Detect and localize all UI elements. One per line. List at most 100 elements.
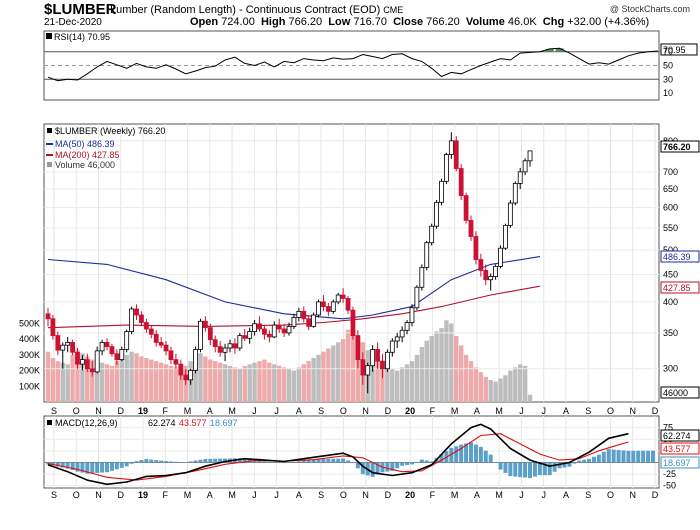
macd-histogram-bar: [409, 462, 414, 465]
macd-histogram-bar: [419, 459, 424, 463]
macd-histogram-bar: [208, 458, 213, 463]
macd-histogram-bar: [503, 462, 508, 473]
ma200-value-label-box: [660, 281, 700, 294]
ma200-value-label: 427.85: [663, 283, 691, 293]
candle-down: [266, 333, 272, 338]
volume-bar: [222, 364, 228, 402]
volume-bar: [45, 351, 51, 402]
volume-bar: [139, 356, 144, 402]
macd-histogram-bar: [331, 458, 336, 463]
volume-bar: [193, 354, 198, 402]
candle-down: [325, 306, 331, 312]
volume-bar: [419, 347, 425, 402]
macd-histogram-bar: [400, 462, 405, 466]
price-legend-swatch: [47, 128, 52, 133]
volume-bar: [473, 367, 479, 402]
volume-bar: [291, 370, 297, 402]
macd-x-label: J: [252, 490, 257, 500]
candle-down: [143, 322, 149, 330]
volume-bar: [149, 359, 154, 402]
macd-histogram-bar: [582, 459, 587, 463]
volume-bar: [276, 365, 282, 402]
price-x-label: D: [118, 406, 125, 416]
candle-down: [458, 168, 464, 196]
volume-bar: [242, 365, 247, 402]
candle-down: [84, 359, 90, 370]
macd-histogram-bar: [532, 462, 537, 477]
macd-histogram-bar: [55, 462, 60, 467]
candle-up: [517, 171, 523, 184]
rsi-y-tick: 30: [663, 74, 673, 84]
macd-x-label: A: [207, 490, 213, 500]
candle-down: [202, 320, 208, 329]
macd-histogram-bar: [621, 450, 626, 463]
macd-x-label: N: [629, 490, 636, 500]
price-x-label: F: [163, 406, 169, 416]
macd-histogram-bar: [60, 462, 65, 468]
macd-histogram-bar: [252, 460, 257, 463]
macd-histogram-bar: [193, 460, 198, 463]
candle-up: [444, 154, 449, 182]
macd-y-tick: 75: [663, 423, 673, 433]
volume-bar: [527, 394, 533, 402]
volume-bar: [399, 367, 405, 402]
volume-bar: [409, 361, 415, 402]
hist-value-label-box: [660, 456, 700, 469]
candle-down: [301, 310, 307, 320]
candle-up: [370, 349, 376, 367]
candle-down: [89, 368, 95, 373]
macd-x-label: M: [184, 490, 192, 500]
ma50-value-label: 486.39: [663, 252, 691, 262]
macd-histogram-bar: [100, 462, 105, 473]
chg-value: +32.00 (+4.36%): [567, 16, 650, 28]
candle-up: [365, 365, 371, 376]
volume-bar: [237, 369, 243, 402]
chart-symbol: $LUMBER: [44, 1, 117, 18]
price-x-label: S: [585, 406, 591, 416]
price-x-label: O: [340, 406, 347, 416]
volume-bar: [439, 328, 444, 402]
macd-histogram-bar: [528, 462, 533, 479]
macd-histogram-bar: [542, 462, 547, 476]
macd-histogram-bar: [641, 450, 646, 463]
macd-histogram-bar: [173, 461, 178, 463]
macd-histogram-bar: [390, 462, 395, 471]
hist-value-label: 18.697: [663, 458, 691, 468]
price-x-label: 20: [405, 406, 415, 416]
volume-bar: [449, 323, 454, 402]
macd-histogram-bar: [454, 446, 459, 463]
candle-up: [389, 340, 395, 353]
candle-up: [488, 276, 494, 281]
price-x-label: 19: [138, 406, 148, 416]
price-y-tick: 650: [663, 184, 678, 194]
macd-histogram-bar: [119, 462, 124, 468]
price-y-tick: 700: [663, 167, 678, 177]
volume-bar: [129, 351, 134, 402]
volume-y-tick: 400K: [19, 334, 40, 344]
macd-histogram-bar: [124, 462, 129, 467]
candle-up: [507, 202, 513, 226]
volume-bar: [488, 380, 493, 402]
macd-histogram-bar: [606, 449, 611, 463]
macd-histogram-bar: [547, 462, 552, 476]
macd-x-label: N: [362, 490, 369, 500]
signal-value-label-box: [660, 442, 700, 455]
macd-histogram-bar: [587, 458, 592, 463]
volume-bar: [134, 353, 139, 402]
macd-histogram-bar: [296, 461, 301, 463]
candle-down: [242, 335, 248, 339]
candle-up: [404, 322, 410, 331]
candle-down: [168, 350, 174, 361]
volume-value-label-box: [660, 386, 700, 399]
volume-bar: [296, 367, 302, 402]
price-x-label: F: [430, 406, 436, 416]
volume-bar: [144, 358, 149, 402]
last-price-label: 766.20: [663, 142, 691, 152]
price-x-label: O: [73, 406, 80, 416]
candle-down: [134, 308, 139, 316]
price-x-label: J: [252, 406, 257, 416]
candle-up: [198, 320, 203, 350]
volume-bar: [458, 345, 464, 402]
open-value: 724.00: [221, 16, 255, 28]
macd-histogram-bar: [626, 450, 631, 463]
